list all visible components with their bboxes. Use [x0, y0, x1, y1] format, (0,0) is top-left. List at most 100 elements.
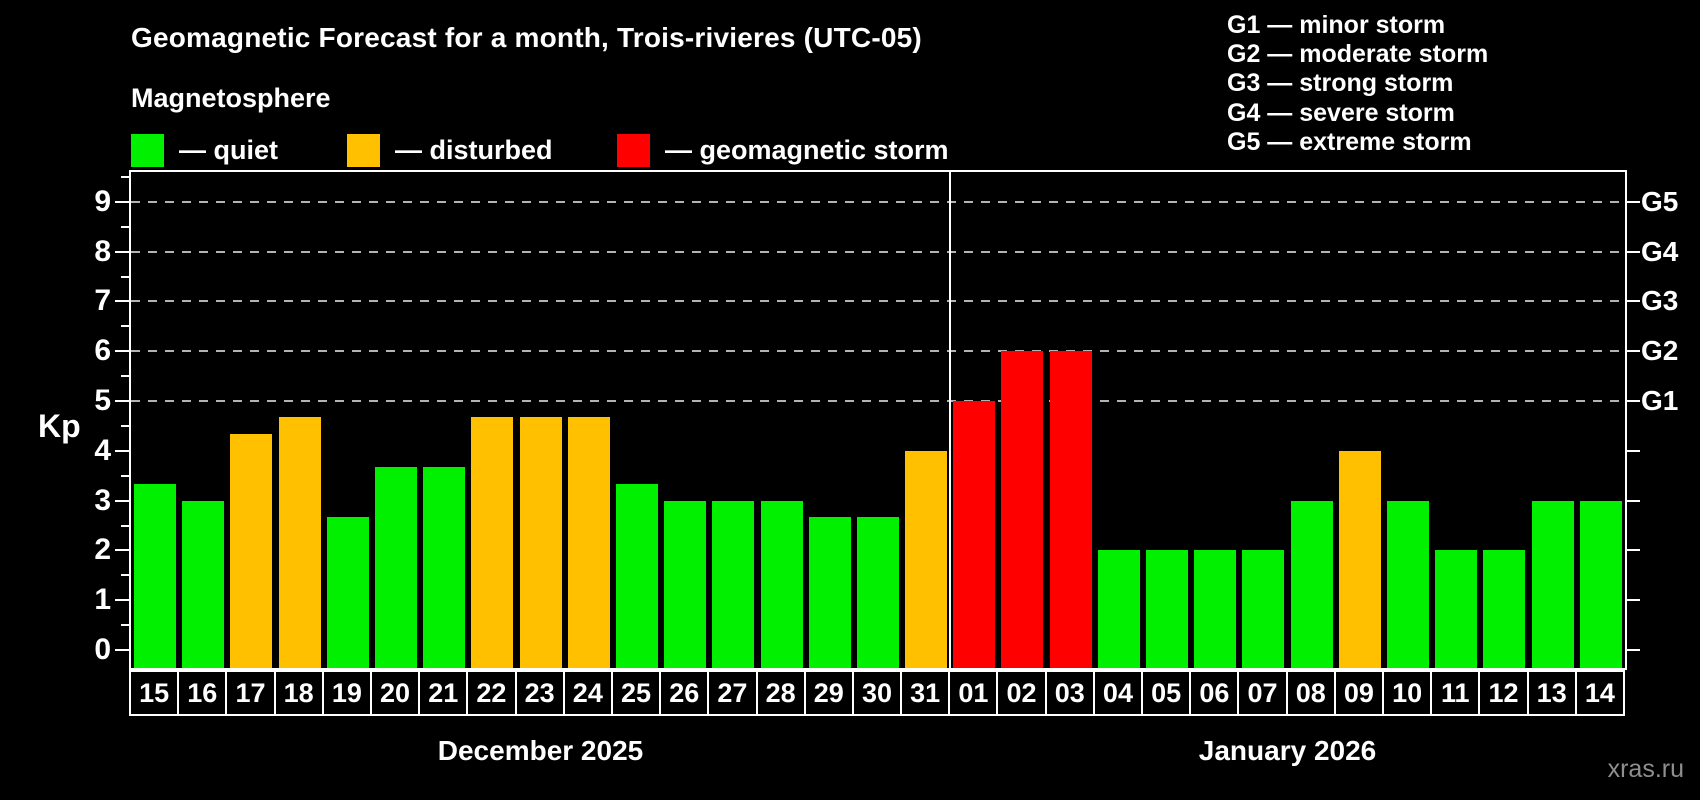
bar-day-15: [134, 484, 176, 668]
y-minor-tick-5.5: [121, 375, 129, 378]
bar-day-24: [567, 417, 610, 668]
month-separator: [949, 172, 952, 668]
right-tick-9: [1627, 200, 1640, 203]
bar-day-08: [1290, 500, 1333, 668]
y-tick-1: [115, 599, 129, 602]
day-label-03: 03: [1044, 670, 1095, 716]
right-axis-label-G5: G5: [1641, 185, 1679, 217]
y-axis-title: Kp: [38, 408, 81, 444]
day-label-02: 02: [996, 670, 1047, 716]
day-label-17: 17: [225, 670, 276, 716]
y-minor-tick-6.5: [121, 325, 129, 328]
y-tick-8: [115, 250, 129, 253]
right-tick-7: [1627, 300, 1640, 303]
y-tick-label-8: 8: [94, 234, 111, 268]
y-minor-tick-9.5: [121, 175, 129, 178]
y-tick-4: [115, 449, 129, 452]
right-tick-8: [1627, 250, 1640, 253]
bar-day-02: [1001, 351, 1044, 668]
legend-label-quiet: — quiet: [179, 134, 278, 165]
right-tick-4: [1627, 449, 1640, 452]
day-label-11: 11: [1430, 670, 1481, 716]
g-legend-line-1: G1 — minor storm: [1227, 11, 1446, 39]
bar-day-03: [1049, 351, 1092, 668]
g-legend-line-2: G2 — moderate storm: [1227, 40, 1489, 69]
bar-day-13: [1531, 500, 1574, 668]
y-minor-tick-4.5: [121, 424, 129, 427]
y-tick-label-1: 1: [94, 583, 111, 617]
day-label-07: 07: [1237, 670, 1288, 716]
right-axis-label-G2: G2: [1641, 335, 1679, 367]
status-legend: — quiet — disturbed — geomagnetic storm: [131, 133, 1031, 167]
day-label-18: 18: [273, 670, 324, 716]
bar-day-11: [1435, 550, 1478, 668]
bar-day-17: [230, 434, 273, 668]
legend-item-quiet: — quiet: [131, 133, 278, 167]
bar-day-07: [1242, 550, 1285, 668]
y-minor-tick-3.5: [121, 474, 129, 477]
day-label-25: 25: [610, 670, 662, 716]
y-tick-label-3: 3: [94, 483, 111, 517]
bar-day-05: [1146, 550, 1189, 668]
bar-day-30: [856, 517, 899, 668]
right-tick-6: [1627, 350, 1640, 353]
g-legend-line-4: G4 — severe storm: [1227, 98, 1455, 127]
day-label-15: 15: [129, 670, 180, 716]
chart-subtitle: Magnetosphere: [131, 83, 331, 113]
right-tick-1: [1627, 599, 1640, 602]
bar-day-10: [1387, 500, 1430, 668]
y-tick-label-7: 7: [94, 284, 111, 318]
bar-day-29: [808, 517, 851, 668]
chart-title: Geomagnetic Forecast for a month, Trois-…: [131, 22, 922, 53]
watermark: xras.ru: [1607, 755, 1684, 783]
y-minor-tick-8.5: [121, 225, 129, 228]
bar-day-04: [1097, 550, 1140, 668]
bar-day-20: [374, 467, 417, 668]
y-minor-tick-7.5: [121, 275, 129, 278]
day-label-20: 20: [369, 670, 421, 716]
y-minor-tick-2.5: [121, 524, 129, 527]
bar-day-14: [1579, 500, 1622, 668]
day-label-16: 16: [177, 670, 228, 716]
bar-day-06: [1194, 550, 1237, 668]
y-minor-tick-0.5: [121, 624, 129, 627]
right-axis-label-G3: G3: [1641, 285, 1679, 317]
y-tick-5: [115, 400, 129, 402]
day-label-30: 30: [851, 670, 903, 716]
gridline-kp-6: [131, 350, 1625, 353]
g-legend-line-3: G3 — strong storm: [1227, 69, 1454, 98]
y-tick-6: [115, 350, 129, 353]
right-axis-label-G4: G4: [1641, 235, 1679, 267]
legend-label-disturbed: — disturbed: [395, 134, 553, 165]
day-label-09: 09: [1333, 670, 1385, 716]
bar-day-31: [905, 450, 948, 668]
day-label-26: 26: [659, 670, 710, 716]
bar-day-23: [519, 417, 562, 668]
gridline-kp-5: [131, 400, 1625, 402]
day-label-24: 24: [562, 670, 613, 716]
y-tick-2: [115, 549, 129, 552]
gridline-kp-9: [131, 200, 1625, 203]
day-label-13: 13: [1526, 670, 1577, 716]
plot-area: [129, 170, 1627, 670]
bar-day-26: [664, 500, 707, 668]
y-tick-7: [115, 300, 129, 303]
g-scale-legend: G1 — minor storm G2 — moderate storm G3 — …: [1227, 11, 1488, 157]
legend-swatch-quiet: [131, 133, 164, 167]
day-label-22: 22: [466, 670, 517, 716]
right-axis-label-G1: G1: [1641, 385, 1679, 416]
day-label-23: 23: [514, 670, 565, 716]
bar-day-22: [471, 417, 514, 668]
day-label-21: 21: [418, 670, 469, 716]
gridline-kp-7: [131, 300, 1625, 303]
bar-day-09: [1338, 450, 1381, 668]
month-label-december: December 2025: [437, 735, 644, 766]
legend-label-storm: — geomagnetic storm: [665, 134, 949, 165]
y-tick-0: [115, 649, 129, 651]
day-label-29: 29: [803, 670, 854, 716]
gridline-kp-8: [131, 250, 1625, 253]
day-label-05: 05: [1141, 670, 1192, 716]
y-tick-label-5: 5: [94, 384, 111, 417]
bar-day-01: [953, 401, 996, 668]
